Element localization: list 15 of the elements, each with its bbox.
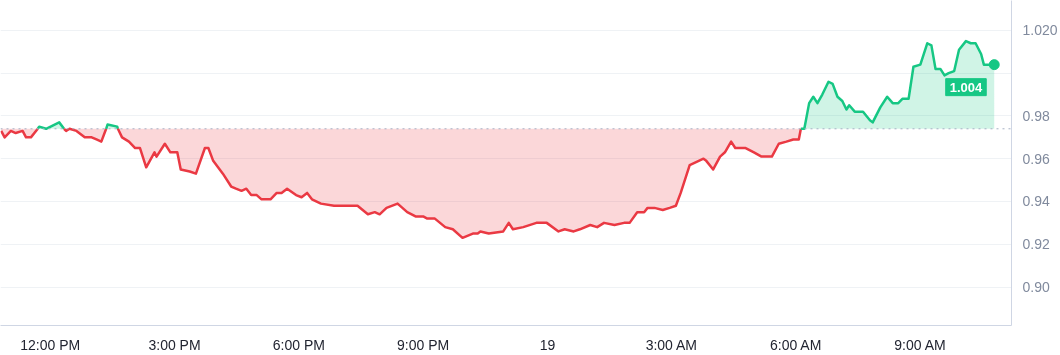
x-tick-label: 9:00 PM <box>397 336 450 353</box>
y-tick-label: 0.90 <box>1022 279 1050 296</box>
annotation: 1.004 <box>949 79 984 95</box>
y-tick-label: 0.94 <box>1022 193 1050 210</box>
y-tick-label: 1.020 <box>1022 22 1058 39</box>
x-tick-label: 3:00 AM <box>645 336 698 353</box>
x-tick-label: 3:00 PM <box>148 336 201 353</box>
x-tick-label: 12:00 PM <box>20 336 81 353</box>
x-tick-label: 9:00 AM <box>894 336 946 353</box>
x-tick-label: 6:00 PM <box>272 336 325 353</box>
y-tick-label: 0.96 <box>1022 150 1050 167</box>
y-tick-label: 0.92 <box>1022 236 1050 253</box>
x-tick-label: 6:00 AM <box>769 336 822 353</box>
x-tick-label: 19 <box>539 336 556 353</box>
y-tick-label: 0.98 <box>1022 107 1050 124</box>
